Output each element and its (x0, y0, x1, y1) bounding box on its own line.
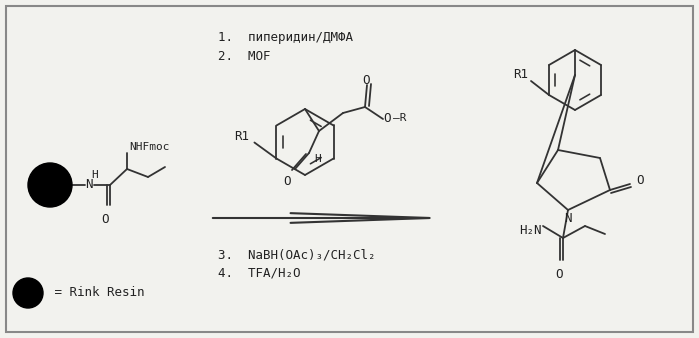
Text: O: O (362, 73, 370, 87)
Text: R1: R1 (513, 69, 528, 81)
Text: = Rink Resin: = Rink Resin (47, 287, 145, 299)
Circle shape (28, 163, 72, 207)
Text: H: H (91, 170, 98, 180)
Text: O: O (555, 268, 563, 281)
Circle shape (13, 278, 43, 308)
Text: O: O (283, 175, 291, 188)
Text: H₂N: H₂N (519, 223, 542, 237)
Text: NHFmoc: NHFmoc (129, 142, 169, 152)
Text: O: O (101, 213, 109, 226)
Text: 4.  TFA/H₂O: 4. TFA/H₂O (218, 266, 301, 280)
Text: 1.  пиперидин/ДМФА: 1. пиперидин/ДМФА (218, 31, 353, 45)
Text: O: O (383, 113, 391, 125)
Text: 2.  MOF: 2. MOF (218, 50, 271, 64)
Text: O: O (636, 173, 644, 187)
Text: R1: R1 (234, 130, 250, 143)
Text: —R: —R (393, 113, 407, 123)
Text: H: H (314, 154, 321, 164)
Text: 3.  NaBH(OAc)₃/CH₂Cl₂: 3. NaBH(OAc)₃/CH₂Cl₂ (218, 248, 375, 262)
Text: N: N (564, 212, 572, 225)
Text: N: N (85, 178, 92, 192)
